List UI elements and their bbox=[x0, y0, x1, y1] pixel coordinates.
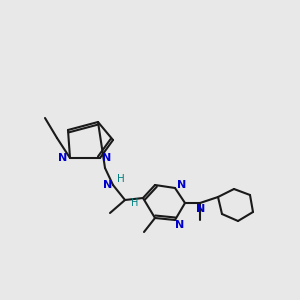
Text: N: N bbox=[103, 180, 112, 190]
Text: H: H bbox=[117, 174, 125, 184]
Text: N: N bbox=[177, 180, 187, 190]
Text: H: H bbox=[131, 198, 139, 208]
Text: N: N bbox=[196, 204, 206, 214]
Text: N: N bbox=[176, 220, 184, 230]
Text: N: N bbox=[102, 153, 112, 163]
Text: N: N bbox=[58, 153, 68, 163]
